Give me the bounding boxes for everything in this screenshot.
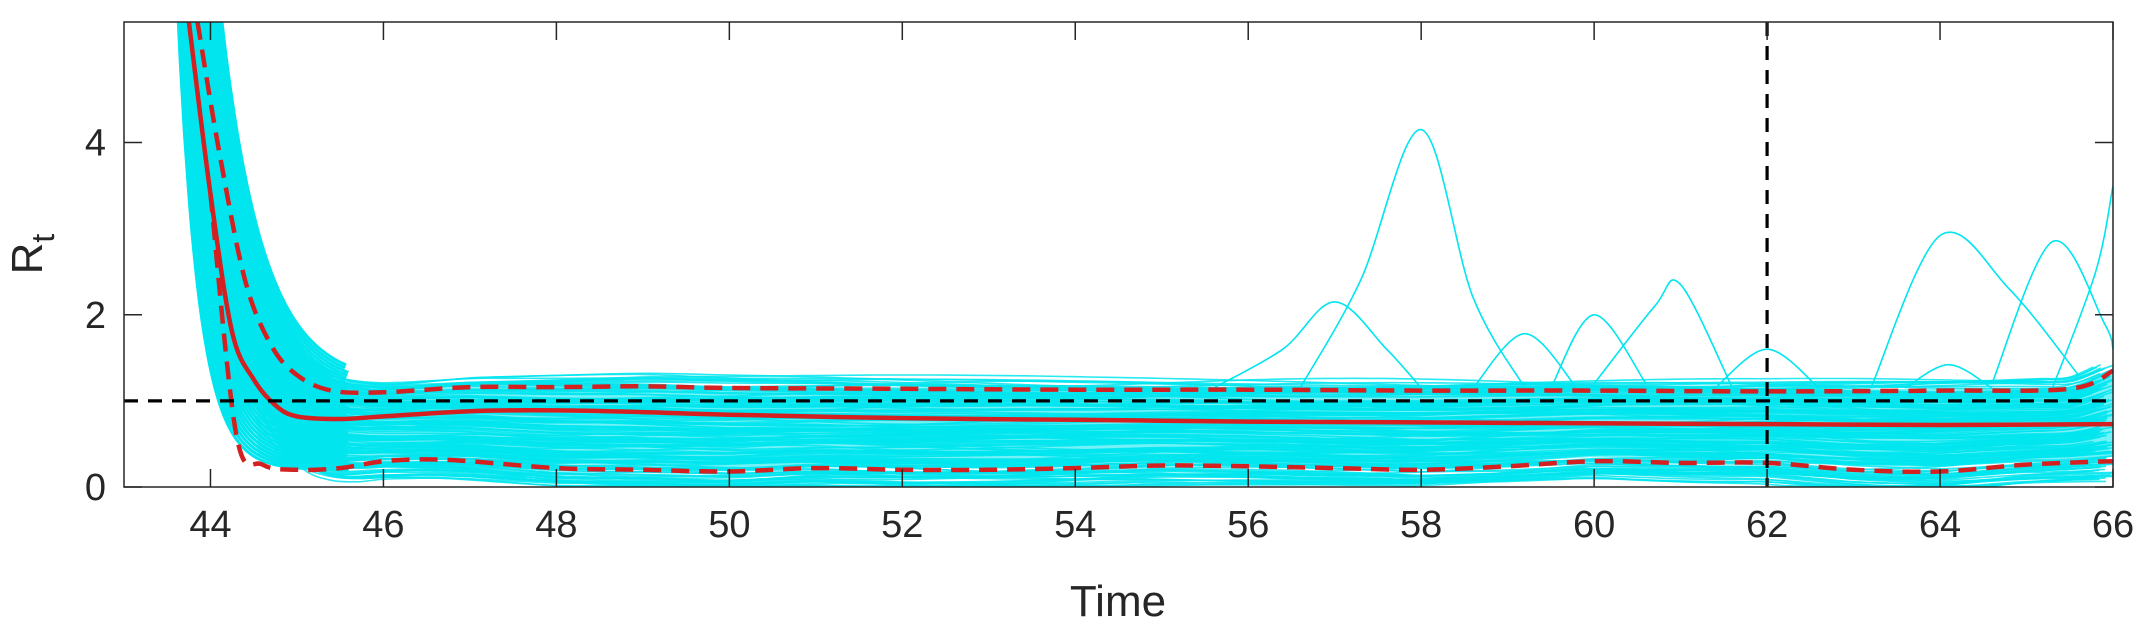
sample-spike-line <box>1593 279 1734 389</box>
y-tick-label: 4 <box>85 123 106 165</box>
summary-lines <box>186 22 2113 475</box>
sample-trajectory <box>203 22 2095 487</box>
sample-trajectory-initial <box>183 22 347 458</box>
sample-trajectory-initial <box>200 22 345 420</box>
sample-trajectory <box>206 22 2098 390</box>
sample-trajectory-initial <box>177 22 346 469</box>
x-tick-label: 54 <box>1054 504 1096 546</box>
x-tick-label: 66 <box>2092 504 2134 546</box>
sample-trajectory-initial <box>195 22 345 431</box>
x-axis: 44 46 48 50 52 54 56 58 60 62 64 66 <box>189 22 2134 546</box>
x-tick-label: 44 <box>189 504 231 546</box>
x-tick-label: 58 <box>1400 504 1442 546</box>
sample-trajectory-initial <box>178 22 347 467</box>
reference-lines <box>124 22 2113 487</box>
sample-trajectory-initial <box>181 22 349 462</box>
lower-bound-line <box>208 193 2113 475</box>
sample-trajectory-initial <box>182 22 346 460</box>
sample-trajectory-initial <box>180 22 348 465</box>
x-tick-label: 60 <box>1573 504 1615 546</box>
sample-trajectory-initial <box>211 22 347 392</box>
sample-trajectory-initial <box>187 22 347 448</box>
x-tick-label: 48 <box>535 504 577 546</box>
sample-trajectory-initial <box>196 22 347 429</box>
sample-trajectory <box>212 22 2105 469</box>
sample-trajectory-initial <box>220 22 347 367</box>
y-axis-title: Rt <box>3 234 61 275</box>
sample-trajectory <box>209 22 2101 387</box>
sample-spike-line <box>1213 301 1422 389</box>
sample-trajectory-initial <box>184 22 348 456</box>
sample-spike-line <box>1714 348 1820 389</box>
sample-trajectory-initial <box>188 22 348 446</box>
x-tick-label: 62 <box>1746 504 1788 546</box>
sample-trajectory-initial <box>185 22 349 453</box>
sample-spike-line <box>1870 231 2080 389</box>
y-axis-title-subscript: t <box>25 234 61 243</box>
sample-spike-line <box>1299 128 1526 389</box>
sample-spike-line <box>1905 363 1993 389</box>
x-tick-label: 52 <box>881 504 923 546</box>
sample-trajectory-initial <box>202 22 348 415</box>
sample-trajectory-initial <box>201 22 346 418</box>
sample-trajectory-initial <box>186 22 346 451</box>
sample-trajectory <box>208 22 2100 487</box>
x-tick-label: 56 <box>1227 504 1269 546</box>
upper-bound-line <box>195 22 2113 396</box>
y-tick-label: 0 <box>85 467 106 509</box>
sample-trajectory-initial <box>203 22 349 413</box>
y-axis-title-main: R <box>3 243 52 275</box>
x-tick-label: 46 <box>362 504 404 546</box>
sample-spike-line <box>1550 313 1647 389</box>
sample-spike-line <box>2051 185 2113 389</box>
y-tick-label: 2 <box>85 295 106 337</box>
sample-spike-line <box>1472 332 1578 389</box>
y-axis: 0 2 4 <box>85 123 2113 509</box>
sample-trajectory-initial <box>210 22 346 395</box>
x-axis-title: Time <box>1070 577 1166 626</box>
sample-trajectory-initial <box>208 22 349 401</box>
mean-line <box>186 22 2113 428</box>
sample-spike-line <box>1991 240 2113 385</box>
plot-frame <box>123 21 2114 488</box>
x-tick-label: 64 <box>1919 504 1961 546</box>
x-tick-label: 50 <box>708 504 750 546</box>
